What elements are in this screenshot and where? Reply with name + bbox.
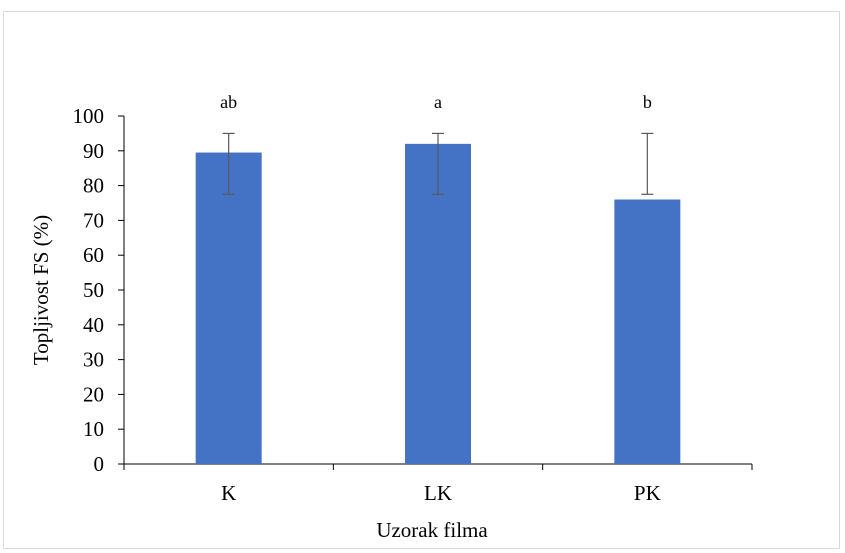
y-tick-label: 10 <box>83 417 104 441</box>
bars-group <box>195 143 681 465</box>
y-tick-label: 40 <box>83 313 104 337</box>
significance-label: ab <box>220 92 237 112</box>
y-tick-label: 80 <box>83 174 104 198</box>
bar-lk <box>405 143 471 464</box>
y-axis-label: Topljivost FS (%) <box>29 215 53 365</box>
bar-k <box>195 152 262 465</box>
bar-pk <box>614 199 681 464</box>
x-tick-label: LK <box>424 481 452 505</box>
x-axis-label: Uzorak filma <box>376 518 488 542</box>
y-tick-label: 60 <box>83 243 104 267</box>
y-tick-label: 90 <box>83 139 104 163</box>
y-tick-label: 20 <box>83 382 104 406</box>
x-tick-label: PK <box>634 481 661 505</box>
significance-label: b <box>643 92 652 112</box>
significance-label: a <box>434 92 442 112</box>
y-tick-label: 0 <box>94 452 105 476</box>
y-tick-label: 100 <box>73 104 105 128</box>
y-axis: 0 10 20 30 40 50 60 70 80 90 100 <box>73 104 125 476</box>
y-tick-label: 70 <box>83 208 104 232</box>
x-tick-label: K <box>221 481 236 505</box>
significance-labels-group: ab a b <box>220 92 652 112</box>
y-tick-label: 30 <box>83 348 104 372</box>
x-axis: K LK PK <box>123 463 753 505</box>
error-bars-group <box>222 132 654 195</box>
y-tick-label: 50 <box>83 278 104 302</box>
